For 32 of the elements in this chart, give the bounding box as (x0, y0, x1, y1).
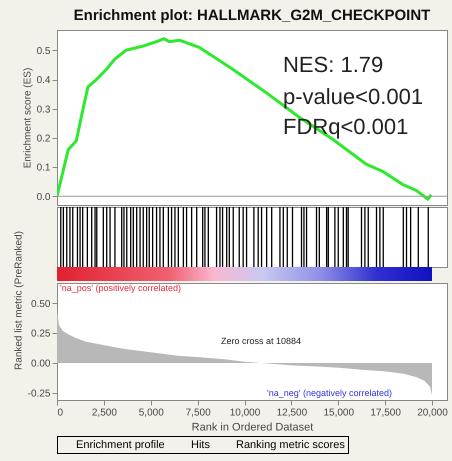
x-tick-label: 7,500 (186, 408, 212, 418)
y-tick-label: 0.3 (36, 104, 51, 116)
y-tick-label: 0.00 (31, 358, 51, 370)
y-tick-label: 0.1 (36, 162, 51, 174)
annotation: p-value<0.001 (283, 84, 424, 109)
x-tick-label: 20,000 (417, 408, 448, 418)
y-tick-label: -0.25 (28, 388, 51, 400)
y-tick-label: 0.4 (36, 75, 51, 86)
text: Hits (191, 439, 210, 451)
y-tick-label: 0.5 (36, 46, 51, 57)
annotation: Zero cross at 10884 (220, 336, 302, 346)
y-axis-title: Ranked list metric (PreRanked) (14, 231, 25, 370)
y-axis-title: Enrichment score (ES) (22, 68, 34, 168)
x-tick-label: 0 (58, 408, 64, 418)
text: Enrichment profile (76, 439, 165, 451)
x-tick-label: 5,000 (138, 408, 164, 418)
annotation: 'na_neg' (negatively correlated) (266, 388, 392, 398)
y-tick-label: 0.0 (36, 192, 51, 203)
x-tick-label: 17,500 (370, 408, 402, 418)
text: Ranking metric scores (236, 439, 346, 451)
x-tick-label: 10,000 (230, 408, 261, 418)
annotation: NES: 1.79 (283, 52, 384, 77)
chart-title: Enrichment plot: HALLMARK_G2M_CHECKPOINT (74, 7, 430, 24)
line-series (57, 37, 433, 201)
y-tick-label: 0.50 (31, 298, 51, 310)
x-tick-label: 2,500 (92, 408, 118, 418)
x-tick-label: 15,000 (323, 408, 354, 418)
y-tick-label: 0.25 (31, 328, 51, 340)
annotation: 'na_pos' (positively correlated) (60, 283, 181, 293)
x-axis-title: Rank in Ordered Dataset (192, 422, 314, 434)
y-tick-label: 0.2 (36, 133, 51, 144)
x-tick-label: 12,500 (276, 408, 308, 418)
